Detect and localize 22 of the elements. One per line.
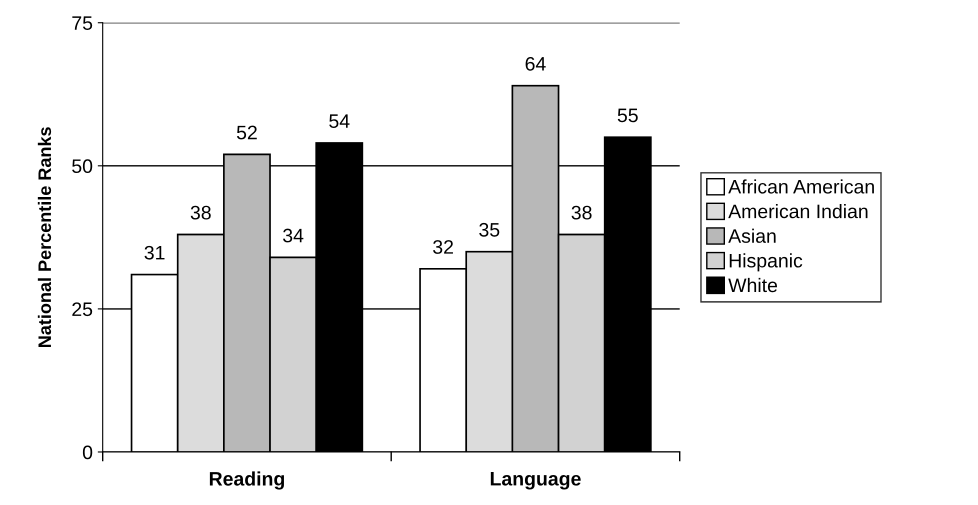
data-label: 35 bbox=[479, 222, 500, 237]
x-tick-label: Reading bbox=[210, 471, 284, 490]
data-label: 64 bbox=[526, 56, 546, 71]
y-tick-label: 75 bbox=[72, 16, 92, 30]
y-axis-title: National Percentile Ranks bbox=[38, 127, 52, 348]
data-label: 52 bbox=[236, 126, 257, 140]
legend-label: Asian bbox=[728, 228, 776, 243]
data-label: 54 bbox=[329, 114, 350, 128]
legend-label: Hispanic bbox=[730, 253, 802, 272]
data-label: 32 bbox=[433, 240, 453, 254]
y-tick-label: 25 bbox=[72, 302, 92, 316]
data-label: 55 bbox=[618, 108, 638, 122]
legend-label: African American bbox=[728, 179, 874, 194]
y-tick-label: 0 bbox=[82, 445, 92, 460]
data-label: 31 bbox=[144, 246, 164, 260]
data-label: 34 bbox=[283, 228, 304, 242]
legend-label: White bbox=[728, 278, 778, 292]
data-label: 38 bbox=[190, 206, 211, 220]
x-tick-label: Language bbox=[490, 472, 581, 490]
y-tick-label: 50 bbox=[72, 159, 92, 174]
data-label: 38 bbox=[572, 206, 592, 220]
legend-label: American Indian bbox=[728, 204, 868, 218]
